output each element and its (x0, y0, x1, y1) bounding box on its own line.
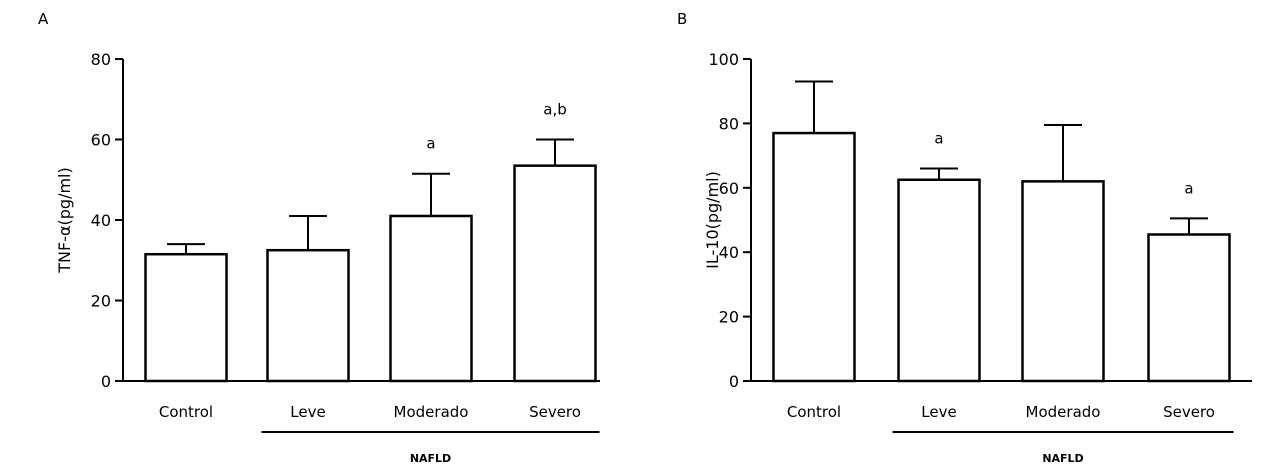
bar-b-severo (1147, 233, 1231, 383)
x-tick-label-b-control: Control (787, 403, 841, 421)
x-tick-label-a-control: Control (159, 403, 213, 421)
bar-b-control (772, 131, 856, 383)
x-tick-label-a-leve: Leve (290, 403, 325, 421)
bar-b-leve (897, 178, 981, 383)
bar-a-severo (513, 164, 597, 383)
y-tick-label-a: 20 (91, 292, 111, 311)
x-tick-label-a-severo: Severo (529, 403, 581, 421)
annotation-b-severo: a (1184, 179, 1193, 197)
y-axis-title-a: TNF-α(pg/ml) (55, 167, 74, 273)
panel-label-b: B (677, 10, 687, 28)
x-tick-label-b-leve: Leve (921, 403, 956, 421)
annotation-a-moderado: a (426, 135, 435, 153)
y-tick-label-b: 100 (708, 50, 739, 69)
annotation-b-leve: a (934, 129, 943, 147)
bar-a-control (144, 252, 228, 383)
y-tick-label-b: 60 (719, 179, 739, 198)
panel-label-a: A (38, 10, 49, 28)
y-tick-label-a: 40 (91, 211, 111, 230)
y-tick-label-b: 80 (719, 114, 739, 133)
group-label-b: NAFLD (1042, 452, 1083, 465)
y-tick-label-a: 60 (91, 131, 111, 150)
y-tick-label-b: 0 (729, 372, 739, 391)
y-tick-label-a: 0 (101, 372, 111, 391)
bar-a-leve (266, 248, 350, 383)
y-tick-label-b: 40 (719, 243, 739, 262)
group-label-a: NAFLD (410, 452, 451, 465)
bar-b-moderado (1021, 180, 1105, 383)
y-tick-label-a: 80 (91, 50, 111, 69)
bar-a-moderado (389, 214, 473, 383)
x-tick-label-a-moderado: Moderado (394, 403, 469, 421)
y-tick-label-b: 20 (719, 308, 739, 327)
x-tick-label-b-severo: Severo (1163, 403, 1215, 421)
annotation-a-severo: a,b (543, 101, 566, 119)
x-tick-label-b-moderado: Moderado (1026, 403, 1101, 421)
y-axis-title-b: IL-10(pg/ml) (703, 171, 722, 269)
